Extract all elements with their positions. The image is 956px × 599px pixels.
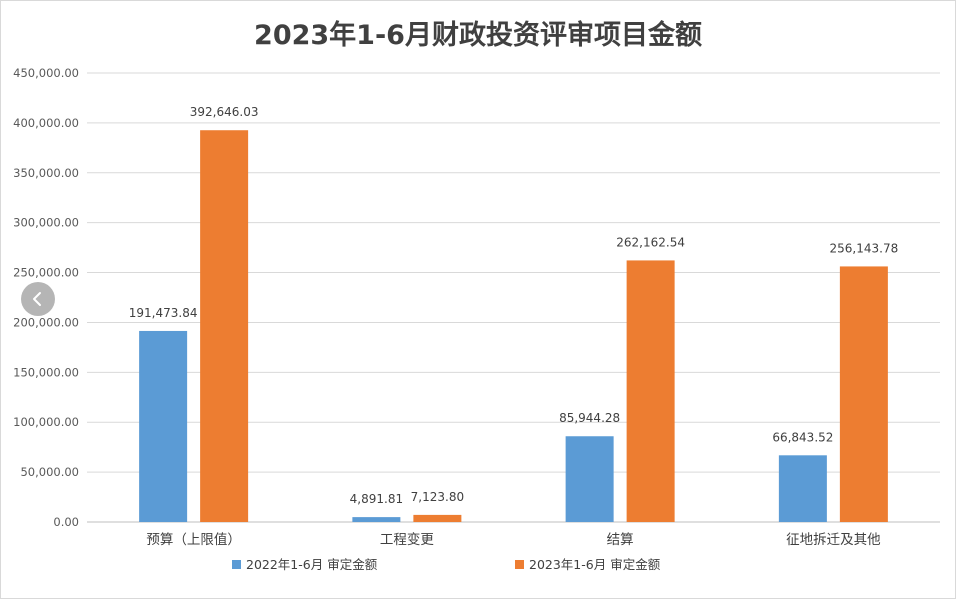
y-axis-ticks: 0.00 50,000.00 100,000.00 150,000.00 200,000… bbox=[13, 66, 79, 529]
bar-series-1-3 bbox=[565, 436, 614, 522]
bars bbox=[139, 130, 888, 523]
y-tick-label: 300,000.00 bbox=[13, 216, 79, 230]
chart-title: 2023年1-6月财政投资评审项目金额 bbox=[254, 19, 702, 51]
y-tick-label: 450,000.00 bbox=[13, 66, 79, 80]
legend-label: 2022年1-6月 审定金额 bbox=[246, 557, 378, 572]
bar-series-2-1 bbox=[200, 130, 249, 523]
y-tick-label: 100,000.00 bbox=[13, 415, 79, 429]
data-label: 66,843.52 bbox=[772, 430, 833, 444]
data-label: 191,473.84 bbox=[129, 306, 198, 320]
y-tick-label: 200,000.00 bbox=[13, 315, 79, 329]
previous-slide-button[interactable] bbox=[21, 282, 55, 316]
y-tick-label: 150,000.00 bbox=[13, 365, 79, 379]
data-label: 85,944.28 bbox=[559, 411, 620, 425]
category-label: 预算（上限值） bbox=[146, 532, 241, 548]
legend-swatch bbox=[515, 560, 524, 569]
y-tick-label: 0.00 bbox=[53, 515, 79, 529]
legend-label: 2023年1-6月 审定金额 bbox=[529, 557, 661, 572]
category-label: 结算 bbox=[607, 532, 634, 548]
y-tick-label: 350,000.00 bbox=[13, 166, 79, 180]
bar-series-2-2 bbox=[413, 514, 462, 522]
data-label: 256,143.78 bbox=[830, 241, 899, 255]
y-tick-label: 400,000.00 bbox=[13, 116, 79, 130]
data-label: 392,646.03 bbox=[190, 105, 259, 119]
legend: 2022年1-6月 审定金额 2023年1-6月 审定金额 bbox=[232, 557, 661, 572]
data-label: 4,891.81 bbox=[350, 492, 403, 506]
category-label: 工程变更 bbox=[380, 532, 434, 548]
legend-swatch bbox=[232, 560, 241, 569]
data-label: 7,123.80 bbox=[411, 490, 464, 504]
bar-series-1-2 bbox=[352, 517, 401, 522]
x-axis-categories: 预算（上限值） 工程变更 结算 征地拆迁及其他 bbox=[146, 532, 880, 548]
bar-series-2-3 bbox=[626, 260, 675, 522]
category-label: 征地拆迁及其他 bbox=[786, 532, 881, 548]
chevron-left-icon bbox=[33, 292, 41, 306]
y-tick-label: 50,000.00 bbox=[20, 465, 79, 479]
y-tick-label: 250,000.00 bbox=[13, 266, 79, 280]
data-labels: 191,473.84 392,646.03 4,891.81 7,123.80 85,9… bbox=[129, 105, 898, 506]
bar-series-1-1 bbox=[139, 330, 188, 522]
data-label: 262,162.54 bbox=[616, 235, 685, 249]
bar-series-1-4 bbox=[778, 455, 827, 522]
bar-series-2-4 bbox=[839, 266, 888, 522]
